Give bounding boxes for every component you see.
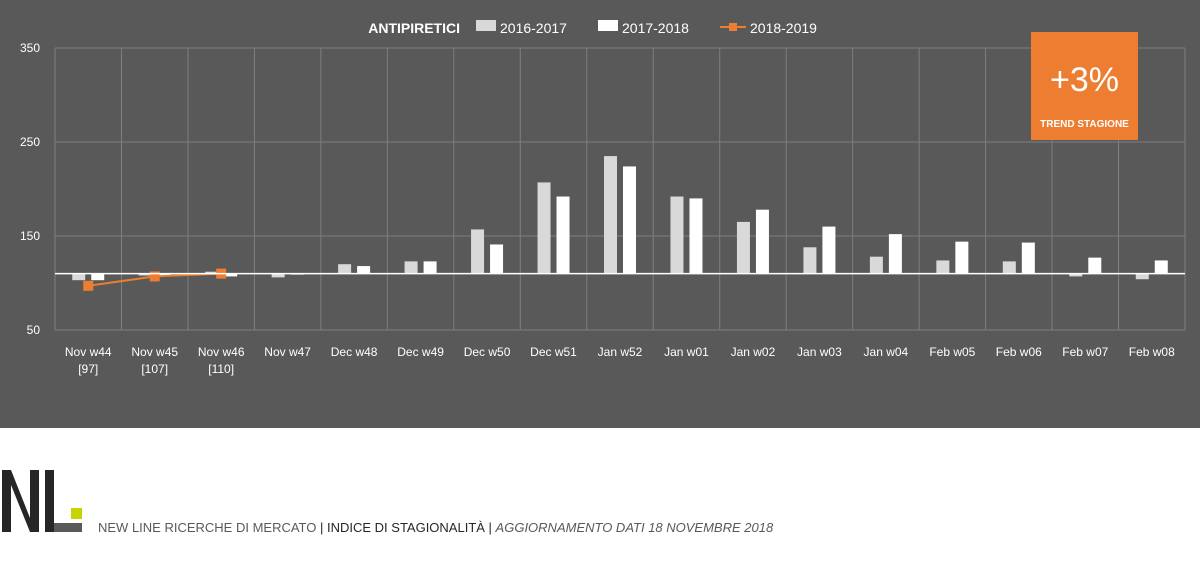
- trend-line-series: [83, 268, 227, 291]
- x-tick-label: Feb w08: [1129, 345, 1175, 359]
- bar-2017-2018: [1154, 260, 1168, 274]
- x-tick-label: Dec w51: [530, 345, 577, 359]
- x-tick-label: Dec w48: [331, 345, 378, 359]
- bar-2016-2017: [1002, 261, 1016, 274]
- bar-2016-2017: [72, 273, 86, 281]
- chart: 50 150 250 350 Nov w44 [97] Nov w45 [107] Nov w4…: [20, 20, 1186, 376]
- bar-2016-2017: [338, 264, 352, 274]
- bars: [72, 156, 1168, 281]
- bar-2016-2017: [736, 221, 750, 274]
- grid-lines: [54, 47, 1186, 331]
- x-tick-label: Dec w50: [464, 345, 511, 359]
- line-marker: [149, 271, 160, 282]
- bar-2017-2018: [1021, 242, 1035, 274]
- x-tick-label: Jan w02: [731, 345, 776, 359]
- x-tick-label: Dec w49: [397, 345, 444, 359]
- x-tick-label: Jan w01: [664, 345, 709, 359]
- x-tick-sublabel: [107]: [141, 362, 168, 376]
- bar-2016-2017: [1135, 273, 1149, 280]
- bar-2016-2017: [138, 273, 152, 276]
- bar-2017-2018: [224, 273, 238, 277]
- x-tick-sublabel: [110]: [208, 362, 234, 376]
- bar-2016-2017: [537, 182, 551, 274]
- footer-separator: |: [484, 520, 496, 535]
- bar-2017-2018: [423, 261, 437, 274]
- nl-logo: [2, 470, 82, 532]
- x-tick-label: Nov w47: [264, 345, 311, 359]
- footer-caption: NEW LINE RICERCHE DI MERCATO | INDICE DI…: [98, 520, 773, 535]
- y-tick-label: 50: [27, 323, 41, 337]
- legend-label: 2016-2017: [500, 20, 567, 36]
- footer-company: NEW LINE RICERCHE DI MERCATO: [98, 520, 317, 535]
- bar-2017-2018: [689, 198, 703, 274]
- legend-marker: [729, 23, 737, 31]
- bar-2017-2018: [755, 209, 769, 274]
- legend-label: 2018-2019: [750, 20, 817, 36]
- x-tick-label: Nov w46: [198, 345, 245, 359]
- legend: ANTIPIRETICI 2016-2017 2017-2018 2018-2019: [368, 20, 817, 36]
- x-tick-label: Feb w06: [996, 345, 1042, 359]
- x-tick-label: Jan w04: [864, 345, 909, 359]
- bar-2017-2018: [490, 244, 504, 274]
- legend-label: 2017-2018: [622, 20, 689, 36]
- bar-2017-2018: [822, 226, 836, 274]
- bar-2016-2017: [404, 261, 418, 274]
- bar-2017-2018: [1088, 257, 1102, 274]
- bar-2017-2018: [91, 273, 105, 281]
- x-tick-label: Nov w45: [131, 345, 178, 359]
- bar-2016-2017: [205, 271, 219, 274]
- x-tick-label: Jan w03: [797, 345, 842, 359]
- x-tick-label: Feb w07: [1062, 345, 1108, 359]
- line-marker: [83, 280, 94, 291]
- x-tick-label: Feb w05: [929, 345, 975, 359]
- bar-2016-2017: [803, 247, 817, 274]
- footer-separator: |: [316, 520, 327, 535]
- chart-panel: 50 150 250 350 Nov w44 [97] Nov w45 [107] Nov w4…: [0, 0, 1200, 428]
- bar-2016-2017: [1069, 273, 1083, 277]
- bar-2016-2017: [604, 156, 617, 274]
- legend-swatch: [598, 20, 618, 31]
- y-tick-label: 350: [20, 41, 40, 55]
- bar-2017-2018: [888, 234, 902, 274]
- trend-badge: +3% TREND STAGIONE: [1031, 32, 1138, 140]
- bar-2017-2018: [157, 273, 171, 276]
- bar-2017-2018: [955, 241, 969, 274]
- bar-2016-2017: [471, 229, 485, 274]
- x-tick-sublabel: [97]: [78, 362, 98, 376]
- bar-2017-2018: [556, 196, 570, 274]
- trend-value: +3%: [1050, 61, 1119, 99]
- bar-2016-2017: [271, 273, 285, 278]
- footer-index-title: INDICE DI STAGIONALITÀ: [326, 520, 485, 535]
- bar-2016-2017: [670, 196, 684, 274]
- bar-2017-2018: [623, 166, 636, 274]
- legend-swatch: [476, 20, 496, 31]
- x-tick-label: Jan w52: [598, 345, 643, 359]
- x-tick-label: Nov w44: [65, 345, 112, 359]
- y-tick-label: 250: [20, 135, 40, 149]
- bar-2016-2017: [869, 256, 883, 274]
- chart-title: ANTIPIRETICI: [368, 20, 460, 36]
- bar-2017-2018: [357, 266, 371, 274]
- y-tick-label: 150: [20, 229, 40, 243]
- footer-update-date: AGGIORNAMENTO DATI 18 NOVEMBRE 2018: [495, 520, 774, 535]
- bar-2016-2017: [936, 260, 950, 274]
- axes: 50 150 250 350 Nov w44 [97] Nov w45 [107] Nov w4…: [20, 41, 1185, 376]
- trend-label: TREND STAGIONE: [1040, 119, 1129, 130]
